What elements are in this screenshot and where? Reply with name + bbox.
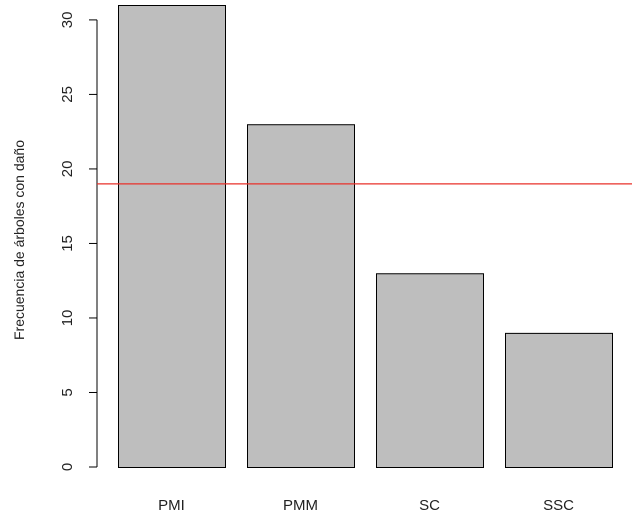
x-tick-label: SSC	[543, 497, 574, 514]
bar-pmm	[247, 124, 355, 469]
x-axis-labels: PMI PMM SC SSC	[158, 497, 574, 514]
bar-sc	[376, 273, 484, 468]
x-tick-label: SC	[419, 497, 440, 514]
bars	[118, 5, 613, 469]
x-tick-label: PMI	[158, 497, 185, 514]
y-tick-label: 0	[59, 463, 76, 471]
y-tick-label: 25	[59, 86, 76, 103]
y-tick-label: 15	[59, 235, 76, 252]
y-axis-title: Frecuencia de árboles con daño	[11, 140, 27, 340]
bar-ssc	[505, 332, 613, 468]
y-tick-label: 30	[59, 12, 76, 29]
x-tick-label: PMM	[283, 497, 318, 514]
y-tick-label: 20	[59, 161, 76, 178]
y-tick-label: 10	[59, 310, 76, 327]
bar-pmi	[118, 5, 226, 468]
y-axis: 0 5 10 15 20 25 30	[59, 12, 98, 471]
y-tick-label: 5	[59, 388, 76, 396]
